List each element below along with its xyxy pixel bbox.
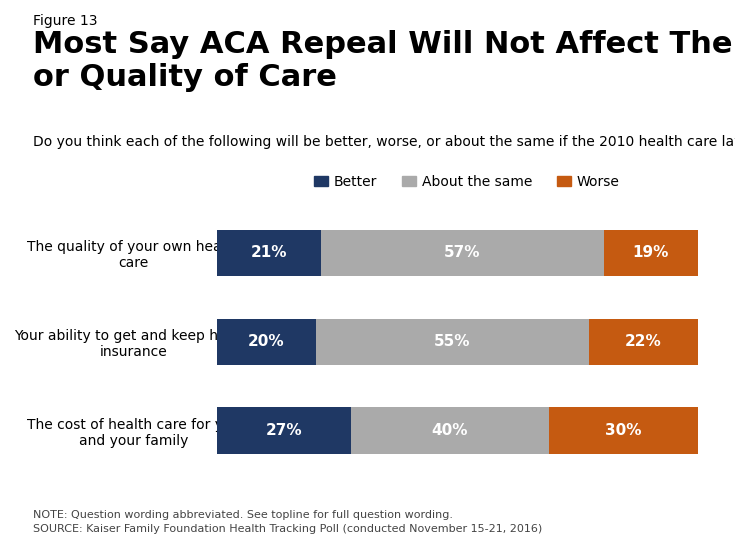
Text: Do you think each of the following will be better, worse, or about the same if t: Do you think each of the following will … — [33, 135, 735, 149]
Bar — [217, 230, 321, 276]
Bar — [604, 230, 698, 276]
Legend: Better, About the same, Worse: Better, About the same, Worse — [315, 175, 619, 189]
Bar — [316, 318, 589, 365]
Bar — [217, 318, 316, 365]
Bar — [351, 407, 549, 453]
Bar — [321, 230, 604, 276]
Text: 20%: 20% — [248, 334, 284, 349]
Text: 21%: 21% — [251, 245, 287, 260]
Text: NOTE: Question wording abbreviated. See topline for full question wording.
SOURC: NOTE: Question wording abbreviated. See … — [33, 510, 542, 534]
Bar — [589, 318, 698, 365]
Text: Figure 13: Figure 13 — [33, 14, 98, 28]
Text: 40%: 40% — [431, 423, 468, 438]
Text: 57%: 57% — [444, 245, 481, 260]
Text: 55%: 55% — [434, 334, 470, 349]
Text: Most Say ACA Repeal Will Not Affect Their Health Care Access
or Quality of Care: Most Say ACA Repeal Will Not Affect Thei… — [33, 30, 735, 92]
Bar — [549, 407, 698, 453]
Text: 27%: 27% — [265, 423, 302, 438]
Text: 19%: 19% — [633, 245, 669, 260]
Text: 30%: 30% — [606, 423, 642, 438]
Text: 22%: 22% — [625, 334, 662, 349]
Bar — [217, 407, 351, 453]
